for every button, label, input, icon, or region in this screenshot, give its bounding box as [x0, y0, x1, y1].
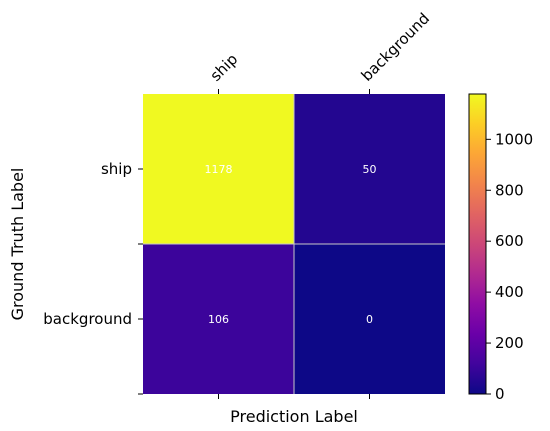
cell-value-label: 50 — [363, 163, 377, 176]
colorbar-tick-label: 0 — [495, 385, 505, 403]
y-tick-label: ship — [101, 160, 132, 178]
colorbar-tick-label: 1000 — [495, 130, 533, 148]
y-tick-label: background — [43, 310, 132, 328]
heatmap-cells — [143, 94, 445, 394]
cell-value-label: 1178 — [205, 163, 233, 176]
colorbar-tick-label: 400 — [495, 283, 524, 301]
x-axis-title: Prediction Label — [230, 407, 358, 426]
colorbar-tick-label: 800 — [495, 181, 524, 199]
heatmap-cell — [294, 244, 445, 394]
heatmap-cell — [143, 94, 294, 244]
cell-value-label: 0 — [366, 313, 373, 326]
colorbar-tick-label: 200 — [495, 334, 524, 352]
x-tick-label: background — [358, 9, 433, 84]
y-axis-ticks: ship background — [43, 160, 143, 395]
heatmap-cell — [143, 244, 294, 394]
y-axis-title: Ground Truth Label — [8, 168, 27, 321]
heatmap-cell — [294, 94, 445, 244]
colorbar — [468, 93, 487, 395]
cell-value-label: 106 — [208, 313, 229, 326]
cell-value-labels: 1178 50 106 0 — [205, 163, 377, 326]
x-tick-label: ship — [207, 50, 242, 85]
colorbar-ticks: 0 200 400 600 800 1000 — [486, 130, 533, 403]
colorbar-tick-label: 600 — [495, 232, 524, 250]
